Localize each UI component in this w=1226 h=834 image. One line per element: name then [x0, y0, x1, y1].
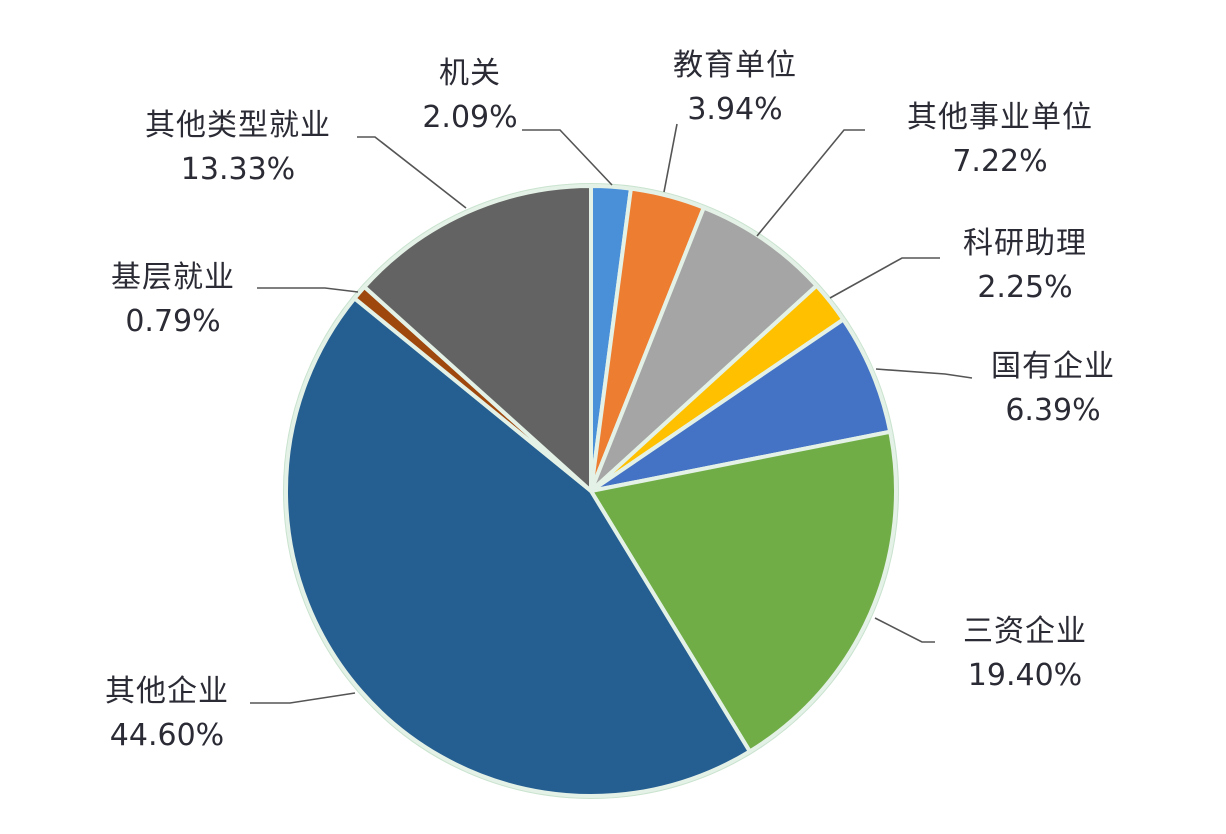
- label-name: 三资企业: [963, 614, 1087, 649]
- data-label-sanzi: 三资企业 19.40%: [940, 610, 1110, 698]
- label-name: 国有企业: [991, 349, 1115, 384]
- leader-line-jiaoyu: [663, 123, 678, 193]
- leader-line-keyan: [829, 257, 940, 299]
- pie-slice: [589, 317, 893, 493]
- leader-line-qitashiye: [756, 129, 865, 237]
- leader-line-guoyou: [875, 368, 973, 379]
- data-label-qitaleixing: 其他类型就业 13.33%: [118, 104, 358, 192]
- leader-lines: [250, 123, 973, 704]
- pie-slice: [589, 205, 819, 493]
- label-value: 13.33%: [180, 152, 296, 187]
- data-label-jiaoyu: 教育单位 3.94%: [650, 44, 820, 132]
- leader-line-jiguan: [522, 129, 613, 186]
- label-value: 19.40%: [967, 658, 1083, 693]
- label-value: 6.39%: [1005, 393, 1101, 428]
- data-label-guoyou: 国有企业 6.39%: [968, 345, 1138, 433]
- data-label-jiguan: 机关 2.09%: [410, 52, 530, 140]
- label-name: 科研助理: [963, 226, 1087, 261]
- label-value: 3.94%: [687, 92, 783, 127]
- leader-line-qitaqiye: [250, 692, 356, 704]
- pie-slices: [283, 183, 899, 799]
- label-name: 机关: [439, 56, 501, 91]
- label-value: 2.25%: [977, 270, 1073, 305]
- label-value: 7.22%: [952, 144, 1048, 179]
- pie-slice: [589, 429, 898, 754]
- data-label-jiceng: 基层就业 0.79%: [88, 256, 258, 344]
- leader-line-jiceng: [257, 287, 359, 293]
- label-name: 其他企业: [105, 674, 229, 709]
- label-name: 其他类型就业: [145, 108, 331, 143]
- data-label-qitashiye: 其他事业单位 7.22%: [880, 96, 1120, 184]
- pie-slice: [284, 296, 752, 798]
- pie-slice: [362, 184, 593, 493]
- label-value: 0.79%: [125, 304, 221, 339]
- label-name: 教育单位: [673, 48, 797, 83]
- leader-line-sanzi: [874, 617, 935, 643]
- data-label-keyan: 科研助理 2.25%: [940, 222, 1110, 310]
- data-label-qitaqiye: 其他企业 44.60%: [82, 670, 252, 758]
- label-value: 44.60%: [109, 718, 225, 753]
- leader-line-qitaleixing: [357, 136, 467, 209]
- label-name: 其他事业单位: [907, 100, 1093, 135]
- label-name: 基层就业: [111, 260, 235, 295]
- label-value: 2.09%: [422, 100, 518, 135]
